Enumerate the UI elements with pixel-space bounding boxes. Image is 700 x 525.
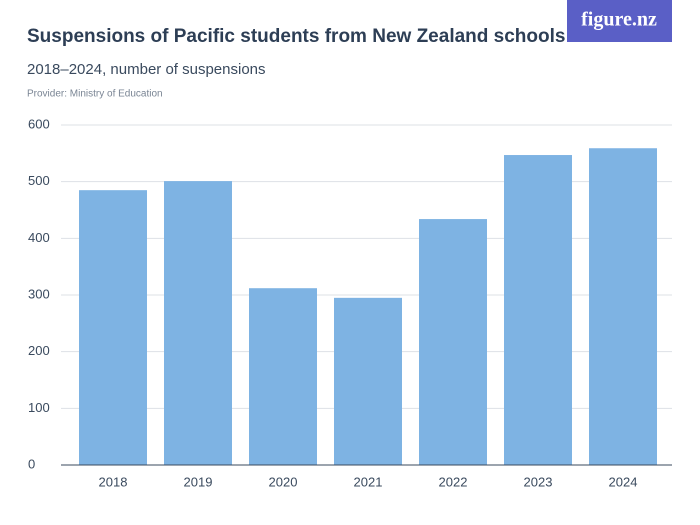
logo: figure.nz <box>581 9 657 31</box>
y-tick-label: 600 <box>28 116 50 131</box>
x-tick-label: 2018 <box>99 474 128 489</box>
logo-box <box>567 0 672 42</box>
x-tick-label: 2020 <box>269 474 298 489</box>
y-tick-label: 300 <box>28 286 50 301</box>
y-tick-label: 400 <box>28 230 50 245</box>
y-tick-label: 500 <box>28 173 50 188</box>
bar <box>589 148 657 465</box>
chart-title: Suspensions of Pacific students from New… <box>27 26 565 47</box>
bar <box>419 219 487 465</box>
y-tick-label: 0 <box>28 456 35 471</box>
y-tick-label: 200 <box>28 343 50 358</box>
provider: Provider: Ministry of Education <box>27 89 163 100</box>
x-tick-label: 2023 <box>524 474 553 489</box>
bar <box>504 155 572 466</box>
x-tick-label: 2024 <box>609 474 638 489</box>
y-tick-label: 100 <box>28 400 50 415</box>
x-tick-label: 2019 <box>184 474 213 489</box>
bar <box>249 288 317 465</box>
x-tick-label: 2022 <box>439 474 468 489</box>
bar <box>79 190 147 465</box>
bar <box>334 297 402 465</box>
chart-subtitle: 2018–2024, number of suspensions <box>27 61 266 78</box>
x-tick-label: 2021 <box>354 474 383 489</box>
bar <box>164 181 232 465</box>
